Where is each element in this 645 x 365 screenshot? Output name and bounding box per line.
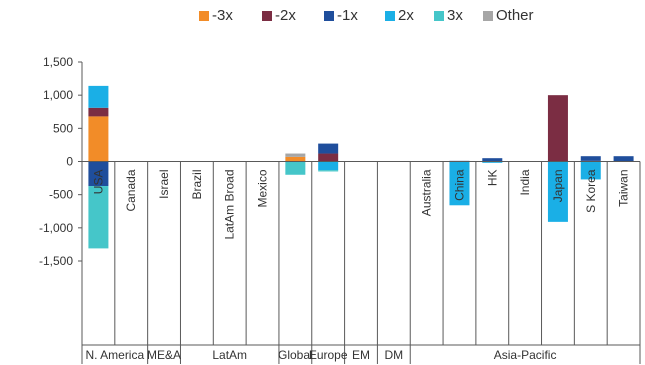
x-tick-label-2: Israel (157, 170, 171, 199)
group-label-7: Asia-Pacific (494, 348, 557, 362)
bar-4-6 (285, 161, 306, 175)
x-tick-label-4: LatAm Broad (223, 170, 237, 240)
x-tick-label-16: Taiwan (617, 170, 631, 207)
legend-swatch-5 (483, 11, 493, 21)
bar-2-12 (482, 158, 503, 162)
bar-0-6 (285, 156, 306, 162)
y-tick-label-2: -500 (49, 188, 73, 202)
legend-swatch-1 (262, 11, 272, 21)
bar-4-7 (318, 170, 339, 172)
bar-2-7 (318, 143, 339, 154)
legend-swatch-2 (324, 11, 334, 21)
legend-swatch-4 (434, 11, 444, 21)
group-label-6: DM (384, 348, 403, 362)
x-tick-label-13: India (518, 169, 532, 195)
x-tick-label-3: Brazil (190, 170, 204, 200)
bar-2-16 (613, 156, 634, 162)
bar-3-15 (580, 161, 601, 180)
group-label-0: N. America (85, 348, 144, 362)
y-axis: -1,500 -1,000 -500 0 500 1,000 1,500 (39, 55, 83, 268)
x-tick-label-1: Canada (124, 169, 138, 211)
x-tick-label-15: S Korea (584, 169, 598, 213)
y-tick-label-3: 0 (66, 155, 73, 169)
bar-3-14 (547, 161, 568, 222)
y-tick-label-6: 1,500 (43, 55, 73, 69)
group-label-3: Global (278, 348, 313, 362)
bar-3-0 (88, 85, 109, 108)
legend-label-3: 2x (398, 7, 414, 24)
bar-1-7 (318, 153, 339, 162)
bar-3-7 (318, 161, 339, 171)
bar-2-15 (580, 156, 601, 161)
bar-5-6 (285, 153, 306, 157)
bar-0-0 (88, 116, 109, 162)
x-tick-label-0: USA (91, 170, 105, 195)
y-tick-label-1: -1,000 (39, 221, 73, 235)
group-label-2: LatAm (212, 348, 247, 362)
y-tick-label-5: 1,000 (43, 88, 73, 102)
legend-label-0: -3x (212, 7, 233, 24)
legend: -3x -2x -1x 2x 3x Other (199, 7, 534, 24)
group-label-5: EM (352, 348, 370, 362)
bar-1-0 (88, 107, 109, 117)
x-tick-label-5: Mexico (256, 169, 270, 207)
legend-label-2: -1x (337, 7, 358, 24)
bar-4-0 (88, 186, 109, 249)
y-tick-label-0: -1,500 (39, 254, 73, 268)
legend-label-1: -2x (275, 7, 296, 24)
legend-swatch-3 (385, 11, 395, 21)
legend-label-5: Other (496, 7, 534, 24)
x-axis: USA Canada Israel Brazil LatAm Broad Mexico Au… (81, 161, 641, 364)
legend-swatch-0 (199, 11, 209, 21)
group-label-1: ME&A (147, 348, 181, 362)
bar-2-0 (88, 161, 109, 187)
x-tick-label-12: HK (485, 170, 499, 187)
bar-3-12 (482, 161, 503, 163)
bars (88, 85, 634, 249)
x-tick-label-10: Australia (420, 169, 434, 216)
bar-1-14 (547, 95, 568, 162)
x-tick-label-14: Japan (551, 170, 565, 203)
legend-label-4: 3x (447, 7, 463, 24)
group-label-4: Europe (309, 348, 348, 362)
x-tick-label-11: China (452, 169, 466, 201)
y-tick-label-4: 500 (53, 121, 73, 135)
bar-3-11 (449, 161, 470, 206)
